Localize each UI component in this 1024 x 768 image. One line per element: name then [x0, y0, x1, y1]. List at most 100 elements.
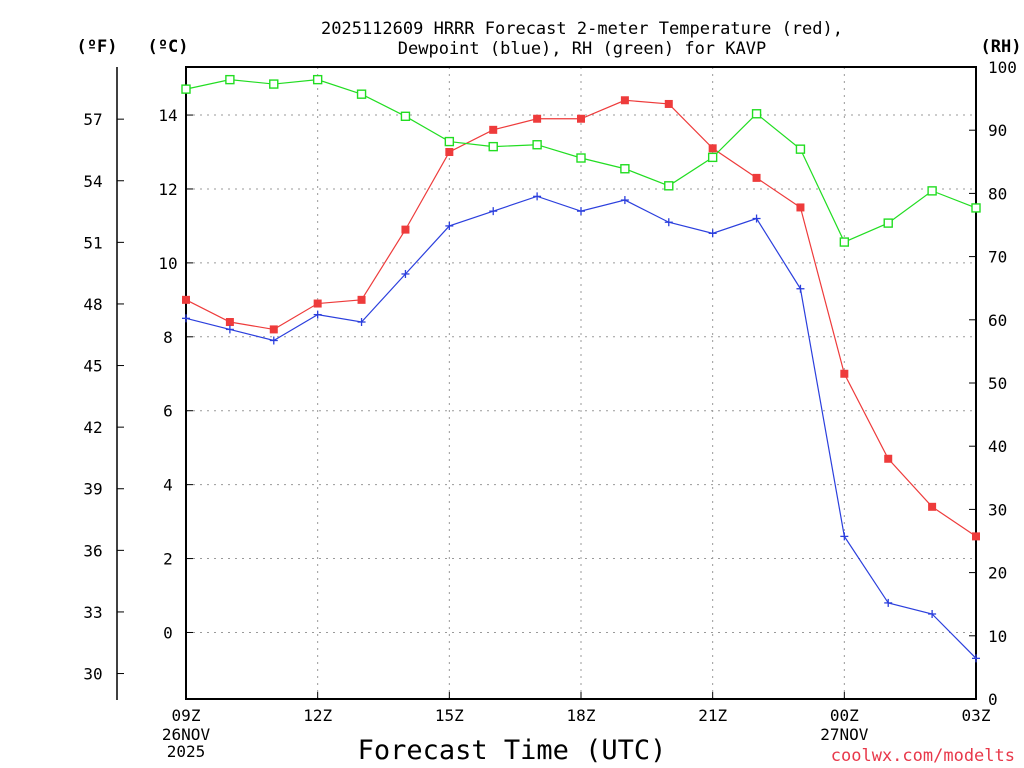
dewpoint-point [533, 192, 542, 201]
rh-point [751, 109, 762, 119]
rh-point [312, 74, 323, 85]
dewpoint-point [928, 609, 937, 618]
x-tick-label: 15Z [435, 706, 464, 725]
rh-point [664, 181, 674, 191]
celsius-tick-label: 0 [163, 623, 173, 642]
rh-tick-label: 50 [988, 374, 1007, 393]
dewpoint-point [708, 229, 717, 238]
rh-tick-label: 10 [988, 627, 1007, 646]
rh-point [971, 203, 981, 213]
rh-tick-label: 90 [988, 121, 1007, 140]
dewpoint-point [313, 310, 322, 319]
x-axis-label: Forecast Time (UTC) [358, 735, 667, 766]
rh-unit-label: (RH) [981, 37, 1022, 57]
dewpoint-point [796, 284, 805, 293]
rh-point [795, 144, 806, 154]
x-tick-label: 21Z [698, 706, 727, 725]
celsius-tick-label: 2 [163, 550, 173, 569]
celsius-tick-label: 6 [163, 402, 173, 421]
rh-tick-label: 70 [988, 248, 1007, 267]
grid-layer [186, 67, 976, 699]
rh-point [356, 89, 367, 99]
dewpoint-point [664, 218, 673, 227]
fahrenheit-tick-label: 39 [83, 480, 102, 499]
temperature-point [182, 295, 190, 304]
celsius-unit-label: (ºC) [148, 37, 189, 57]
dewpoint-point [577, 207, 585, 216]
rh-point [707, 152, 718, 163]
dewpoint-point [884, 598, 893, 607]
rh-point [532, 140, 542, 150]
axes-layer [116, 66, 977, 700]
series-temperature [182, 96, 980, 541]
celsius-tick-label: 10 [158, 254, 177, 273]
temperature-point [489, 125, 498, 134]
temperature-point [357, 295, 366, 304]
x-tick-year-label: 2025 [167, 742, 206, 761]
fahrenheit-tick-label: 54 [83, 172, 102, 191]
dewpoint-point [225, 325, 234, 334]
temperature-point [708, 144, 717, 153]
rh-point [400, 111, 411, 121]
temperature-point [577, 114, 585, 123]
temperature-point [928, 502, 937, 511]
rh-tick-label: 0 [988, 690, 998, 709]
fahrenheit-tick-label: 36 [83, 541, 102, 560]
celsius-tick-label: 4 [163, 476, 173, 495]
dewpoint-point [972, 654, 980, 663]
rh-point [444, 136, 455, 147]
chart-title-line1: 2025112609 HRRR Forecast 2-meter Tempera… [321, 19, 843, 39]
dewpoint-point [357, 318, 366, 327]
temperature-point [269, 325, 278, 334]
fahrenheit-unit-label: (ºF) [77, 37, 118, 57]
rh-point [576, 153, 586, 163]
dewpoint-point [840, 532, 849, 541]
dewpoint-point [182, 314, 190, 323]
series-layer [181, 74, 981, 663]
x-tick-label: 12Z [303, 706, 332, 725]
fahrenheit-tick-label: 57 [83, 110, 102, 129]
celsius-tick-label: 14 [158, 106, 177, 125]
temperature-point [752, 173, 761, 182]
rh-point [181, 84, 191, 94]
rh-tick-label: 60 [988, 311, 1007, 330]
celsius-tick-label: 8 [163, 328, 173, 347]
temperature-point [796, 203, 805, 212]
x-tick-label: 03Z [962, 706, 991, 725]
x-tick-label: 09Z [172, 706, 201, 725]
fahrenheit-tick-label: 30 [83, 665, 102, 684]
x-tick-label: 18Z [567, 706, 596, 725]
rh-point [225, 74, 235, 85]
temperature-point [664, 99, 673, 108]
temperature-point [840, 369, 849, 378]
rh-tick-label: 40 [988, 437, 1007, 456]
temperature-point [225, 318, 234, 327]
rh-point [269, 79, 279, 89]
series-rh [181, 74, 981, 247]
dewpoint-point [401, 269, 410, 278]
dewpoint-point [752, 214, 761, 223]
fahrenheit-tick-label: 51 [83, 233, 102, 252]
dewpoint-point [620, 196, 629, 205]
temperature-point [401, 225, 410, 234]
fahrenheit-tick-label: 48 [83, 295, 102, 314]
temperature-point [884, 454, 893, 463]
rh-point [488, 141, 498, 152]
rh-point [927, 186, 937, 196]
rh-point [883, 218, 893, 228]
x-tick-label: 00Z [830, 706, 859, 725]
dewpoint-line [185, 195, 977, 659]
rh-tick-label: 20 [988, 564, 1007, 583]
x-tick-date-label: 26NOV [162, 725, 211, 744]
temperature-point [313, 299, 322, 308]
chart-title-line2: Dewpoint (blue), RH (green) for KAVP [398, 39, 766, 59]
fahrenheit-tick-label: 33 [83, 603, 102, 622]
celsius-tick-label: 12 [158, 180, 177, 199]
rh-point [620, 164, 630, 174]
dewpoint-point [489, 207, 498, 216]
ticks-layer: 0 2 4 6 8 10 12 14 30 33 36 39 42 45 48 51 54 57 0 10 20 30 40… [83, 58, 1017, 761]
temperature-point [533, 114, 542, 123]
x-tick-date-label: 27NOV [820, 725, 869, 744]
rh-tick-label: 30 [988, 500, 1007, 519]
dewpoint-point [445, 221, 454, 230]
